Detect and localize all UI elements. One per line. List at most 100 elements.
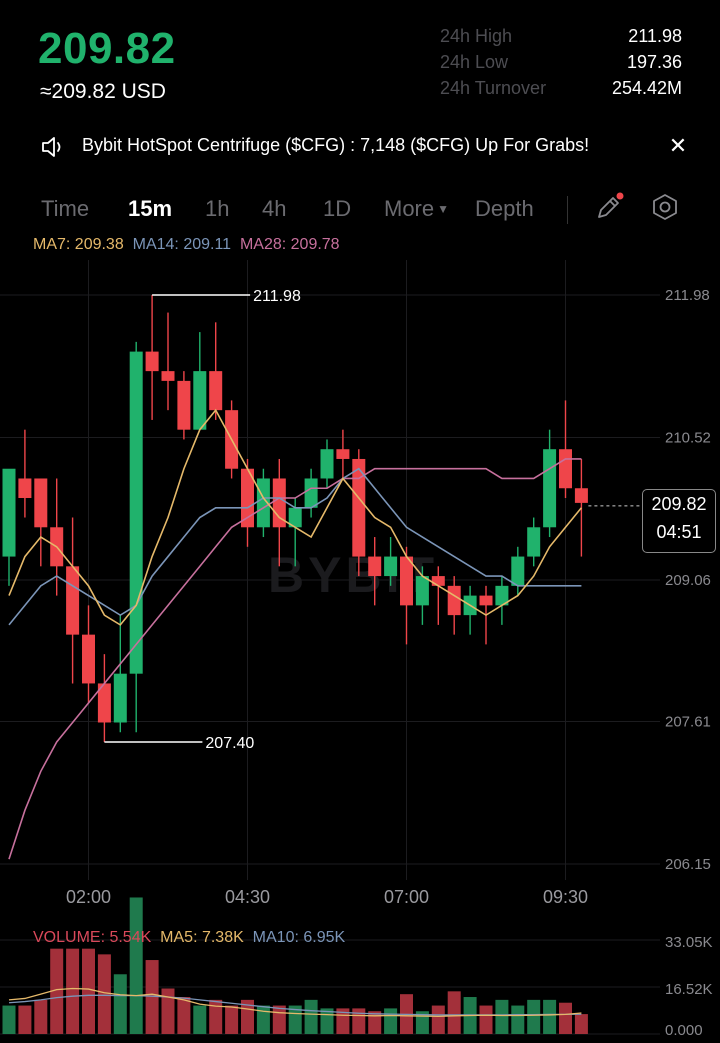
tab-4h[interactable]: 4h (262, 196, 287, 221)
tab-1h[interactable]: 1h (205, 196, 230, 221)
low-marker-label: 207.40 (205, 735, 254, 752)
volume-bar (272, 1005, 286, 1034)
tab-divider (567, 196, 568, 224)
candle-body (82, 634, 95, 684)
ma14-line (8, 467, 582, 626)
volume-bar (543, 999, 557, 1034)
volume-bar (50, 948, 64, 1034)
volume-bar (256, 1005, 270, 1034)
candle-body (18, 478, 32, 499)
candle-body (66, 566, 80, 635)
volume-bar (511, 1005, 525, 1034)
ma28-label: MA28: 209.78 (239, 236, 340, 253)
last-price: 209.82 (38, 24, 176, 73)
volume-label: VOLUME: 5.54K (33, 929, 152, 946)
candle-body (384, 556, 398, 577)
speaker-icon (42, 137, 61, 157)
pencil-icon[interactable] (594, 192, 624, 222)
volume-bar (384, 1008, 398, 1034)
ma7-label: MA7: 209.38 (33, 236, 124, 253)
candle-body (97, 683, 111, 723)
candle-body (415, 576, 429, 606)
volume-bar (495, 999, 509, 1034)
volume-bar (559, 1002, 572, 1034)
candle-body (400, 556, 413, 606)
candle-body (447, 585, 461, 616)
announcement-text[interactable]: Bybit HotSpot Centrifuge ($CFG) : 7,148 … (82, 135, 590, 155)
volume-bar (352, 1008, 366, 1034)
ma7-line (8, 408, 583, 626)
candle-body (2, 468, 16, 557)
caret-down-icon: ▼ (437, 202, 450, 216)
volume-bar (527, 999, 541, 1034)
countdown: 04:51 (656, 522, 702, 542)
volume-bar (82, 948, 95, 1034)
price-tick-label: 206.15 (665, 856, 711, 873)
tab-more[interactable]: More ▼ (384, 196, 449, 222)
candle-body (511, 556, 525, 586)
volume-bar (97, 954, 111, 1034)
candle-body (241, 468, 254, 528)
time-tick-label: 09:30 (543, 887, 588, 907)
volume-bar (368, 1011, 382, 1034)
interval-tabs: Time 15m 1h 4h 1D More ▼ Depth (0, 192, 720, 232)
time-tick-label: 02:00 (66, 887, 111, 907)
volume-bar (2, 1005, 16, 1034)
ma14-label: MA14: 209.11 (132, 236, 232, 253)
volume-ma10-label: MA10: 6.95K (252, 929, 346, 946)
candle-body (352, 458, 366, 557)
volume-tick-label: 16.52K (665, 981, 713, 998)
volume-bar (18, 1005, 32, 1034)
candle-body (177, 380, 191, 430)
ma28-line (8, 458, 582, 860)
candle-body (574, 488, 588, 503)
candle-body (479, 595, 493, 606)
stat-24h-low: 24h Low 197.36 (440, 52, 682, 73)
price-tick-label: 209.06 (665, 572, 711, 589)
candle-body (209, 371, 223, 411)
candle-body (145, 351, 159, 372)
volume-bar (447, 991, 461, 1034)
time-tick-label: 04:30 (225, 887, 270, 907)
candle-body (304, 478, 318, 508)
candle-body (129, 351, 143, 674)
candle-body (193, 371, 207, 430)
time-tick-label: 07:00 (384, 887, 429, 907)
volume-bar (431, 1005, 445, 1034)
volume-bar (161, 988, 175, 1034)
current-price-box: 209.82 04:51 (642, 489, 716, 553)
volume-bar (66, 948, 80, 1034)
volume-bar (177, 997, 191, 1034)
volume-legend: VOLUME: 5.54K MA5: 7.38K MA10: 6.95K (33, 929, 345, 947)
announcement-bar[interactable]: Bybit HotSpot Centrifuge ($CFG) : 7,148 … (0, 128, 720, 166)
close-icon[interactable]: ✕ (668, 133, 688, 158)
volume-bar (415, 1011, 429, 1034)
volume-bar (574, 1014, 588, 1034)
tab-depth[interactable]: Depth (475, 196, 534, 221)
volume-bar (225, 1005, 239, 1034)
tab-15m[interactable]: 15m (128, 196, 173, 221)
price-tick-label: 211.98 (665, 287, 710, 304)
stat-value: 254.42M (611, 78, 682, 98)
current-price: 209.82 (651, 494, 707, 514)
tab-time[interactable]: Time (41, 196, 90, 221)
price-usd: ≈209.82 USD (40, 80, 166, 103)
ma-legend: MA7: 209.38 MA14: 209.11 MA28: 209.78 (33, 236, 340, 254)
volume-bar (209, 999, 223, 1034)
candle-body (113, 673, 127, 723)
candle-body (336, 449, 350, 459)
volume-tick-label: 33.05K (665, 934, 713, 951)
stat-value: 197.36 (626, 52, 682, 72)
tab-more-label: More (384, 196, 435, 221)
settings-hex-icon[interactable] (650, 192, 680, 222)
price-tick-label: 207.61 (665, 714, 711, 731)
stat-24h-high: 24h High 211.98 (440, 26, 682, 47)
tab-1d[interactable]: 1D (323, 196, 352, 221)
volume-bar (304, 999, 318, 1034)
volume-bar (34, 999, 48, 1034)
volume-tick-label: 0.000 (665, 1022, 703, 1039)
volume-bar (193, 1005, 207, 1034)
candle-body (559, 449, 572, 489)
volume-bar (113, 974, 127, 1034)
